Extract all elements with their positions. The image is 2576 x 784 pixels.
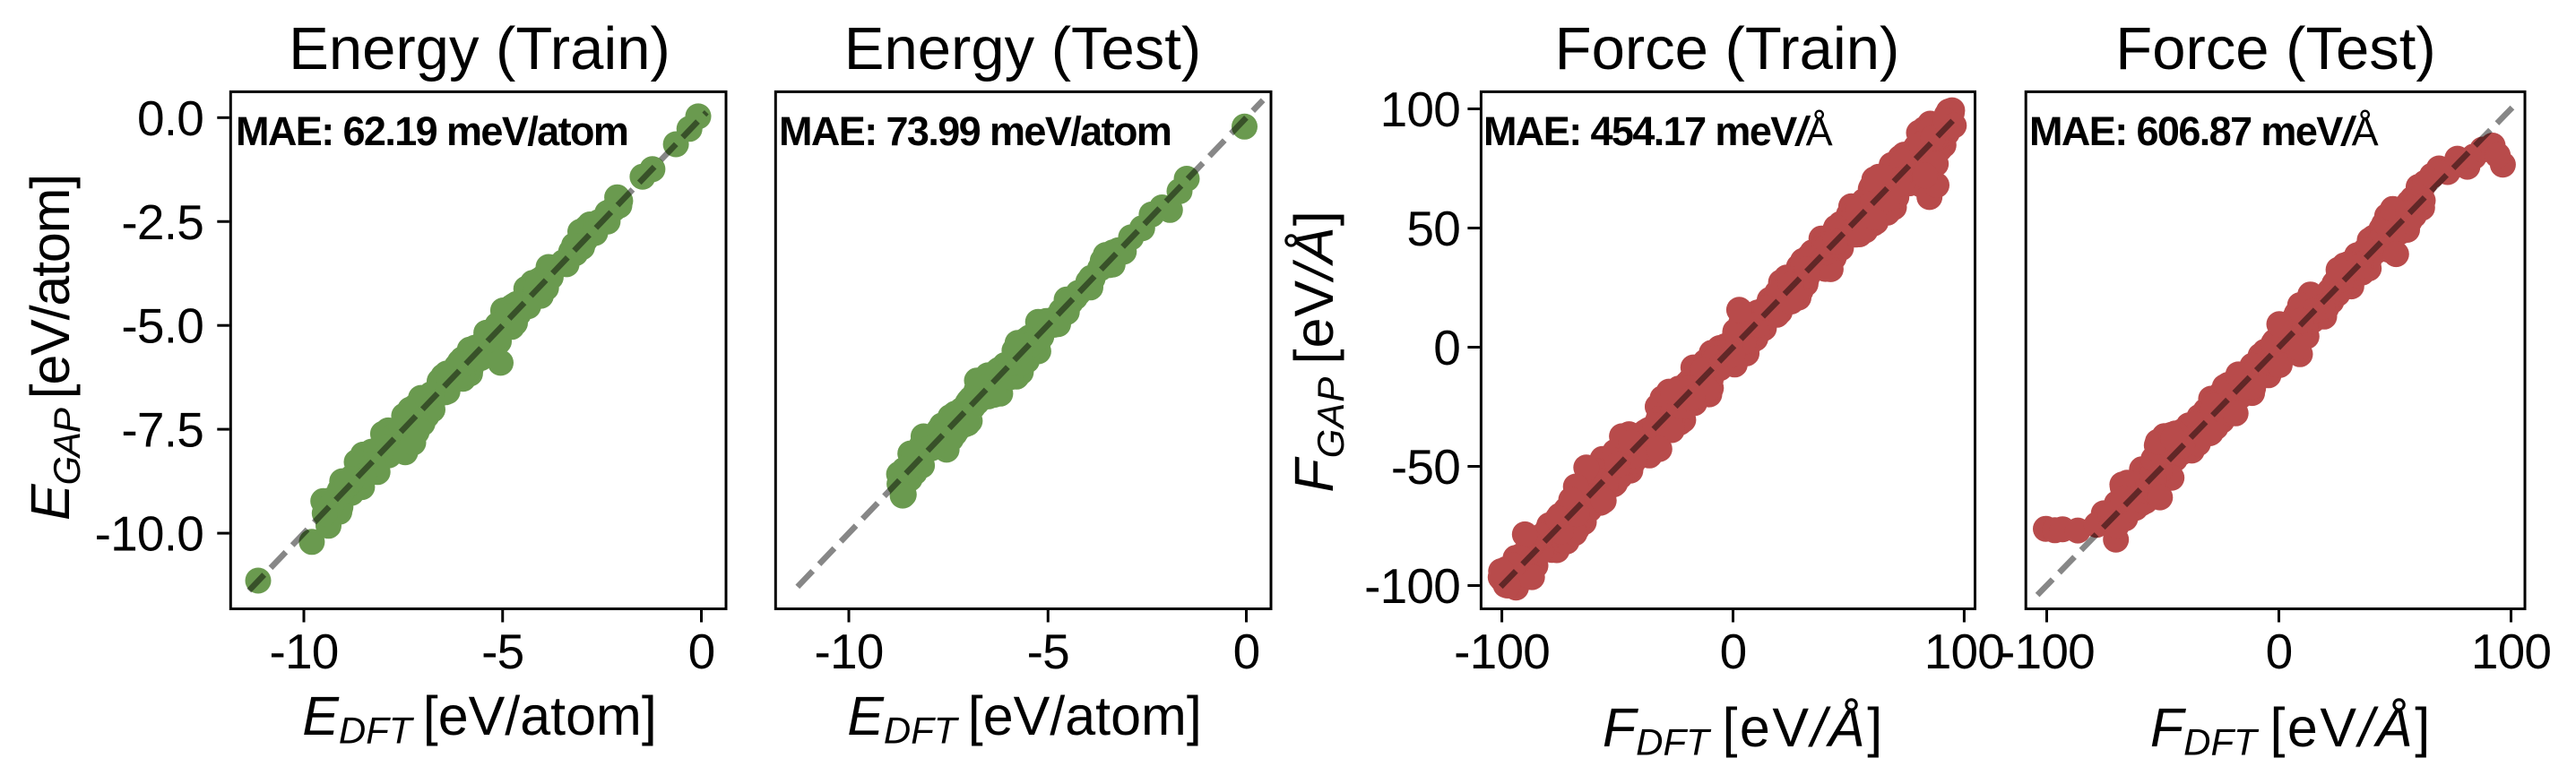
svg-text:0: 0 [1433,320,1460,375]
svg-text:-5: -5 [481,624,523,679]
svg-text:Force (Train): Force (Train) [1555,15,1900,82]
svg-text:100: 100 [2471,624,2551,679]
svg-text:MAE: 606.87 meV/Å: MAE: 606.87 meV/Å [2029,108,2379,154]
svg-text:0.0: 0.0 [137,90,203,146]
svg-text:FDFT [eV/Å]: FDFT [eV/Å] [2150,697,2430,763]
svg-text:Energy (Train): Energy (Train) [289,15,670,82]
svg-text:-100: -100 [1454,624,1550,679]
svg-text:-100: -100 [1999,624,2095,679]
svg-text:0: 0 [1720,624,1747,679]
svg-text:-2.5: -2.5 [121,194,203,250]
svg-text:-100: -100 [1364,558,1460,614]
svg-text:100: 100 [1380,82,1460,137]
svg-text:-10: -10 [814,624,883,679]
svg-text:0: 0 [688,624,715,679]
svg-text:-5: -5 [1027,624,1069,679]
svg-text:FDFT [eV/Å]: FDFT [eV/Å] [1603,697,1882,763]
svg-text:MAE: 454.17 meV/Å: MAE: 454.17 meV/Å [1483,108,1833,154]
svg-text:-5.0: -5.0 [121,298,203,354]
svg-text:EDFT [eV/atom]: EDFT [eV/atom] [302,685,657,752]
svg-text:MAE: 62.19 meV/atom: MAE: 62.19 meV/atom [236,108,627,154]
svg-text:-10.0: -10.0 [95,506,203,562]
svg-text:0: 0 [1233,624,1260,679]
svg-text:-10: -10 [269,624,338,679]
svg-text:EDFT [eV/atom]: EDFT [eV/atom] [847,685,1202,752]
svg-text:100: 100 [1924,624,2004,679]
svg-text:-50: -50 [1391,439,1460,495]
svg-text:Force (Test): Force (Test) [2115,15,2435,82]
svg-text:EGAP [eV/atom]: EGAP [eV/atom] [20,175,88,521]
svg-text:50: 50 [1406,201,1460,256]
svg-text:FGAP [eV/Å]: FGAP [eV/Å] [1284,210,1352,492]
svg-text:-7.5: -7.5 [121,402,203,458]
svg-text:MAE: 73.99 meV/atom: MAE: 73.99 meV/atom [779,108,1171,154]
svg-text:0: 0 [2266,624,2293,679]
svg-text:Energy (Test): Energy (Test) [844,15,1201,82]
